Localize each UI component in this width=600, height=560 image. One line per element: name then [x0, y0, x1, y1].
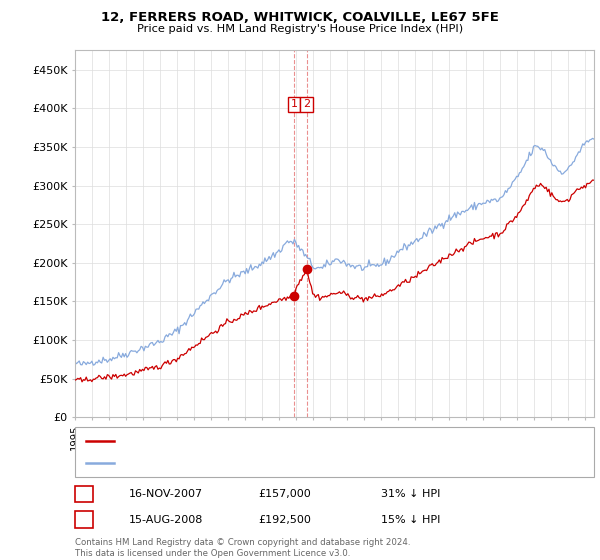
- Text: 2: 2: [80, 515, 88, 525]
- Text: 12, FERRERS ROAD, WHITWICK, COALVILLE, LE67 5FE (detached house): 12, FERRERS ROAD, WHITWICK, COALVILLE, L…: [121, 436, 494, 446]
- Text: 15% ↓ HPI: 15% ↓ HPI: [381, 515, 440, 525]
- Text: 16-NOV-2007: 16-NOV-2007: [129, 489, 203, 499]
- Text: 31% ↓ HPI: 31% ↓ HPI: [381, 489, 440, 499]
- Text: £157,000: £157,000: [258, 489, 311, 499]
- Text: £192,500: £192,500: [258, 515, 311, 525]
- Text: 1: 1: [80, 489, 88, 499]
- Text: Contains HM Land Registry data © Crown copyright and database right 2024.
This d: Contains HM Land Registry data © Crown c…: [75, 538, 410, 558]
- Text: 12, FERRERS ROAD, WHITWICK, COALVILLE, LE67 5FE: 12, FERRERS ROAD, WHITWICK, COALVILLE, L…: [101, 11, 499, 24]
- Text: 1: 1: [290, 100, 298, 109]
- Text: HPI: Average price, detached house, North West Leicestershire: HPI: Average price, detached house, Nort…: [121, 458, 449, 468]
- Text: 2: 2: [303, 100, 310, 109]
- Text: 15-AUG-2008: 15-AUG-2008: [129, 515, 203, 525]
- Text: Price paid vs. HM Land Registry's House Price Index (HPI): Price paid vs. HM Land Registry's House …: [137, 24, 463, 34]
